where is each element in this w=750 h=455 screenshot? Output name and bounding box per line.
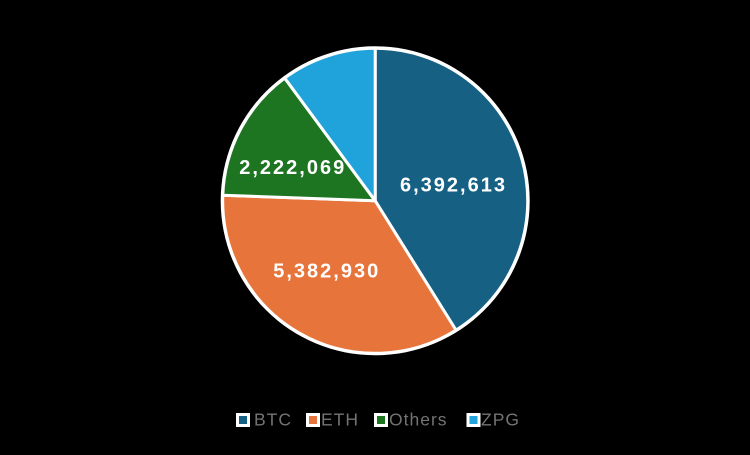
svg-text:ETH: ETH	[321, 410, 359, 430]
svg-text:5,382,930: 5,382,930	[273, 261, 380, 283]
svg-text:Others: Others	[389, 410, 448, 430]
svg-text:ZPG: ZPG	[481, 410, 520, 430]
svg-text:BTC: BTC	[254, 410, 292, 430]
svg-text:6,392,613: 6,392,613	[400, 175, 507, 197]
svg-text:2,222,069: 2,222,069	[239, 157, 346, 179]
